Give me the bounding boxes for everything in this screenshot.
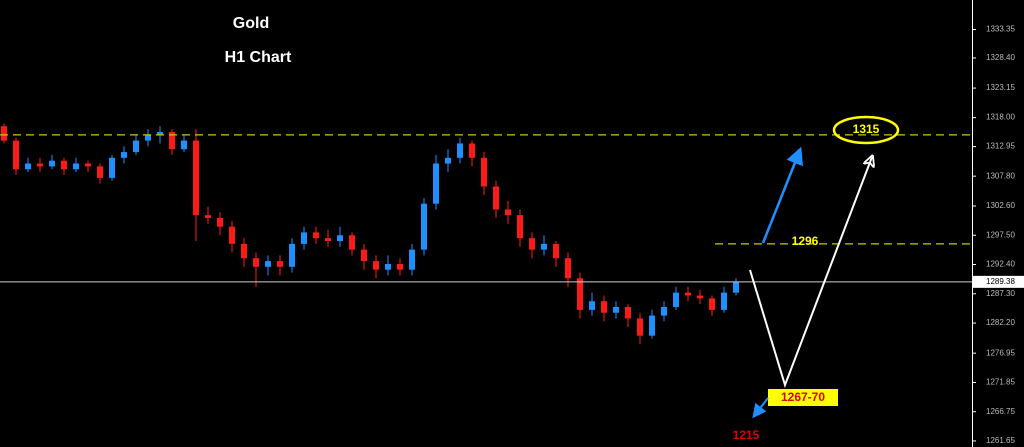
candle-body [13, 140, 19, 170]
candle-body [145, 134, 151, 141]
y-tick-label: 1318.00 [986, 113, 1015, 122]
candle-body [157, 131, 163, 135]
y-tick-label: 1287.30 [986, 289, 1015, 298]
axis-group: 1333.35 1328.40 1323.15 1318.00 1312.95 1307.… [972, 25, 1015, 445]
candle-body [529, 238, 535, 250]
candles [1, 123, 739, 345]
candle-body [697, 295, 703, 299]
y-tick-label: 1328.40 [986, 53, 1015, 62]
level-label: 1296 [792, 234, 819, 248]
candle-body [649, 315, 655, 336]
candle-body [445, 157, 451, 164]
candle-body [457, 143, 463, 158]
chart-title: Gold [233, 15, 269, 32]
candle-body [517, 215, 523, 239]
candle-body [253, 258, 259, 267]
candle-body [37, 163, 43, 167]
candle-body [661, 306, 667, 316]
projection-path [749, 157, 872, 389]
current-price-label: 1289.38 [986, 277, 1015, 286]
projection-arrow [761, 146, 803, 244]
candle-body [121, 152, 127, 158]
projection-arrow [752, 397, 769, 419]
candle-body [1, 126, 7, 141]
candle-body [217, 218, 223, 227]
candle-body [601, 301, 607, 313]
candle-body [673, 292, 679, 307]
candle-body [133, 140, 139, 153]
candle-body [181, 140, 187, 150]
candle-body [553, 243, 559, 259]
candle-body [301, 232, 307, 244]
y-tick-label: 1323.15 [986, 83, 1015, 92]
candle-body [709, 298, 715, 310]
candle-body [229, 226, 235, 244]
current-price-box [973, 275, 1024, 288]
candle-body [49, 160, 55, 167]
candle-body [169, 131, 175, 150]
candle-body [337, 235, 343, 242]
y-tick-label: 1312.95 [986, 142, 1015, 151]
y-tick-label: 1271.85 [986, 378, 1015, 387]
candle-body [493, 186, 499, 210]
overlay: 1289.38 1315 1296 1267-70 1215 [0, 115, 1024, 442]
y-tick-label: 1333.35 [986, 25, 1015, 34]
y-tick-label: 1261.65 [986, 436, 1015, 445]
candle-body [373, 261, 379, 270]
y-tick-label: 1292.40 [986, 260, 1015, 269]
candle-body [397, 263, 403, 270]
candle-body [313, 232, 319, 239]
candle-body [685, 292, 691, 296]
candle-body [421, 203, 427, 250]
candle-body [433, 163, 439, 204]
y-tick-label: 1307.80 [986, 171, 1015, 180]
candle-body [541, 243, 547, 250]
candle-body [61, 160, 67, 170]
candle-body [277, 261, 283, 267]
candle-body [193, 140, 199, 216]
target-box [768, 389, 838, 406]
candle-body [565, 258, 571, 279]
y-tick-label: 1297.50 [986, 230, 1015, 239]
y-tick-label: 1282.20 [986, 318, 1015, 327]
candle-body [637, 318, 643, 336]
candle-body [577, 278, 583, 310]
y-tick-label: 1302.60 [986, 201, 1015, 210]
candle-body [289, 243, 295, 267]
candle-body [625, 306, 631, 319]
y-tick-label: 1276.95 [986, 348, 1015, 357]
candle-body [349, 235, 355, 250]
candle-body [205, 215, 211, 219]
candle-body [325, 238, 331, 242]
candle-body [721, 292, 727, 310]
candle-body [469, 143, 475, 158]
candle-body [241, 243, 247, 259]
candle-body [481, 157, 487, 187]
candle-body [109, 157, 115, 178]
candle-body [25, 163, 31, 170]
candle-body [97, 166, 103, 178]
chart-subtitle: H1 Chart [225, 49, 292, 66]
candle-body [589, 301, 595, 310]
level-highlight [832, 115, 900, 145]
target-label: 1215 [733, 428, 760, 442]
candle-body [409, 249, 415, 270]
y-tick-label: 1266.75 [986, 407, 1015, 416]
target-label: 1267-70 [781, 390, 825, 404]
candle-body [613, 306, 619, 313]
candle-body [385, 263, 391, 270]
candle-body [265, 261, 271, 267]
candle-body [505, 209, 511, 216]
candle-body [73, 163, 79, 170]
candle-body [85, 163, 91, 167]
level-label: 1315 [853, 122, 880, 136]
candle-body [733, 281, 739, 293]
candle-body [361, 249, 367, 262]
